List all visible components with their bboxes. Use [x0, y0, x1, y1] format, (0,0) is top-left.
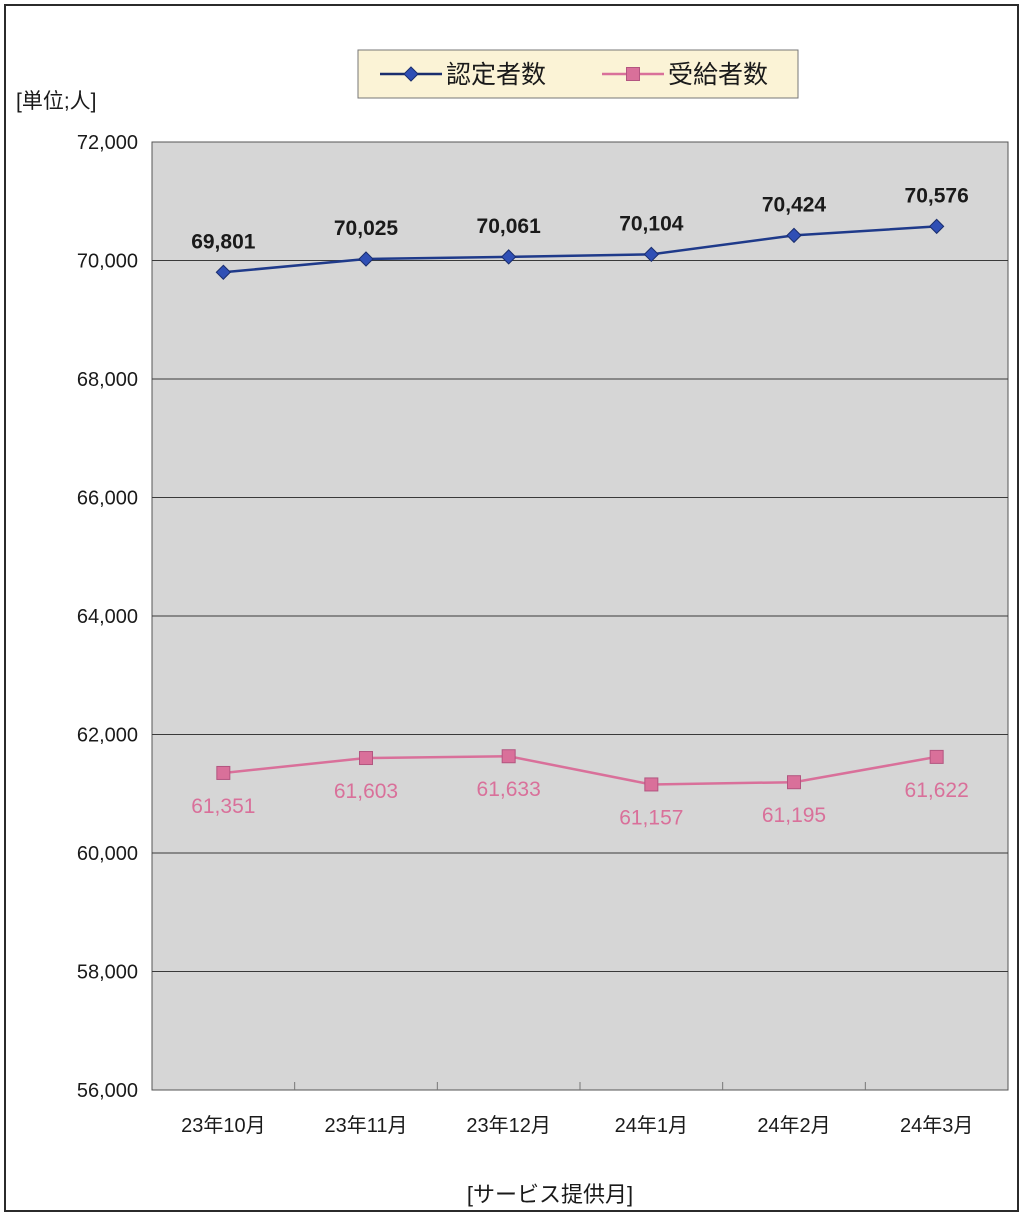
x-tick-label: 23年12月 [466, 1114, 551, 1137]
y-tick-label: 68,000 [77, 369, 138, 391]
x-tick-label: 24年1月 [615, 1114, 688, 1137]
y-tick-label: 64,000 [77, 606, 138, 628]
data-point-diamond [643, 246, 660, 263]
data-point-square [787, 775, 801, 790]
legend-label: 受給者数 [668, 61, 768, 89]
y-tick-label: 60,000 [77, 843, 138, 865]
data-label: 61,195 [762, 804, 826, 827]
data-label: 70,576 [905, 184, 969, 207]
series-line-1 [223, 225, 937, 274]
y-tick-label: 70,000 [77, 251, 138, 273]
data-point-diamond [928, 218, 945, 235]
data-label: 69,801 [191, 230, 256, 253]
line-chart: 72,000 70,000 68,000 66,000 64,000 62,000 60,0… [16, 49, 1009, 1207]
data-label: 70,424 [762, 193, 827, 216]
data-point-square [216, 765, 231, 780]
series-line-2 [223, 754, 937, 786]
data-label: 61,622 [905, 779, 969, 802]
data-label: 61,157 [619, 806, 683, 829]
x-tick-label: 23年11月 [324, 1114, 407, 1137]
x-tick-label: 23年10月 [181, 1114, 266, 1137]
y-tick-label: 66,000 [77, 488, 138, 510]
y-tick-label: 62,000 [77, 725, 138, 747]
x-tick-label: 24年3月 [900, 1114, 973, 1137]
data-point-square [501, 749, 516, 764]
y-tick-label: 72,000 [77, 132, 138, 154]
data-point-square [359, 751, 373, 766]
data-point-diamond [500, 249, 517, 265]
y-tick-label: 58,000 [77, 962, 138, 984]
unit-label: [単位;人] [16, 90, 97, 113]
data-point-square [644, 777, 659, 792]
data-label: 70,061 [477, 215, 542, 238]
data-label: 70,025 [334, 217, 399, 240]
legend-label: 認定者数 [446, 61, 546, 89]
legend-key-diamond [403, 66, 419, 82]
data-point-diamond [358, 251, 374, 267]
x-tick-label: 24年2月 [757, 1114, 830, 1137]
data-label: 61,633 [477, 778, 541, 801]
y-tick-label: 56,000 [77, 1080, 138, 1102]
data-label: 61,603 [334, 780, 398, 803]
data-point-diamond [215, 264, 232, 280]
data-label: 70,104 [619, 212, 684, 235]
data-point-square [929, 749, 944, 764]
data-label: 61,351 [191, 795, 255, 818]
chart-frame: 72,000 70,000 68,000 66,000 64,000 62,000 60,0… [4, 4, 1019, 1212]
legend-key-square [626, 67, 640, 81]
x-axis-title: [サービス提供月] [467, 1182, 633, 1207]
data-point-diamond [786, 227, 802, 244]
